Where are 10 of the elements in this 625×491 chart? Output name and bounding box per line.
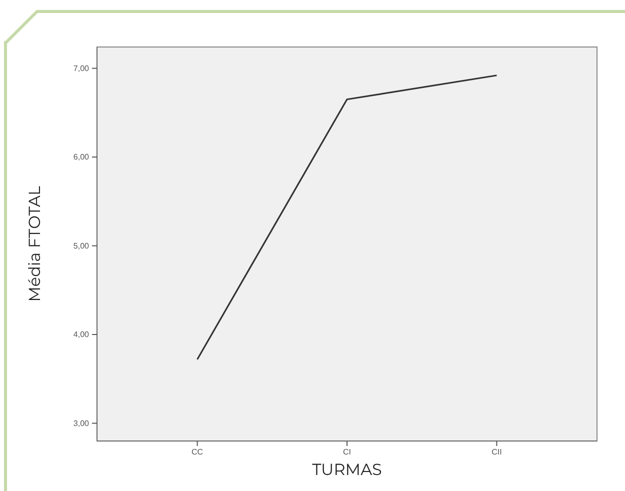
y-tick-label: 4,00 bbox=[73, 330, 90, 340]
x-tick-label: CC bbox=[192, 448, 204, 457]
y-axis-title: Média FTOTAL bbox=[26, 186, 45, 302]
x-axis-title: TURMAS bbox=[312, 461, 382, 480]
y-tick-label: 5,00 bbox=[73, 241, 90, 250]
y-tick-label: 6,00 bbox=[73, 152, 90, 162]
x-tick-label: CII bbox=[492, 448, 502, 457]
y-tick-label: 7,00 bbox=[73, 64, 90, 73]
x-tick-label: CI bbox=[343, 448, 351, 457]
y-tick-label: 3,00 bbox=[73, 418, 90, 428]
